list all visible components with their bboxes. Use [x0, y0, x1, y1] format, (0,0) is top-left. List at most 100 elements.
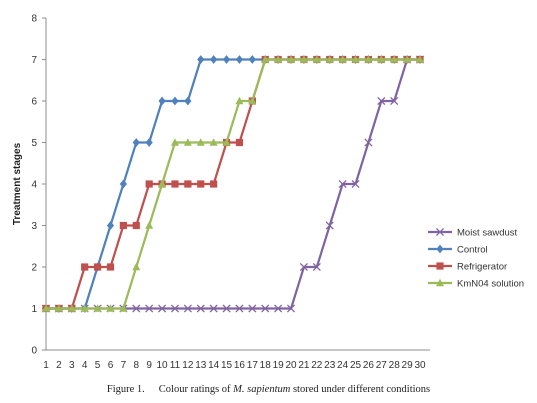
x-tick-label: 12 [182, 360, 194, 371]
data-point [222, 55, 231, 64]
data-point [248, 304, 257, 313]
x-tick-label: 26 [363, 360, 375, 371]
data-point [338, 55, 347, 63]
x-tick-label: 16 [234, 360, 246, 371]
data-point [145, 304, 154, 313]
data-point [377, 96, 386, 106]
data-point [377, 55, 386, 63]
x-tick-label: 30 [414, 360, 426, 371]
series-line [46, 58, 420, 310]
data-point [209, 304, 218, 313]
data-point [235, 55, 244, 64]
data-point [351, 55, 360, 63]
data-point [261, 304, 270, 313]
data-point [416, 55, 424, 63]
data-point [158, 304, 167, 313]
data-point [312, 55, 321, 63]
x-tick-label: 5 [95, 360, 101, 371]
series-line [46, 58, 420, 310]
data-point [145, 221, 154, 229]
legend-label: Moist sawdust [457, 228, 518, 239]
data-point [93, 304, 102, 312]
legend-entry: KmN04 solution [428, 279, 524, 290]
data-point [390, 96, 399, 106]
caption-text-after: stored under different conditions [290, 384, 431, 395]
data-point [286, 304, 296, 313]
data-point [158, 179, 167, 188]
data-point [235, 96, 244, 105]
series-line [46, 58, 420, 310]
x-tick-label: 17 [247, 360, 259, 371]
caption-text-before: Colour ratings of [158, 384, 234, 395]
legend-label: Refrigerator [457, 262, 507, 273]
data-point [274, 304, 283, 313]
y-tick-label: 4 [31, 180, 37, 191]
series-refrigerator [42, 55, 424, 313]
data-point [119, 179, 127, 189]
data-point [145, 138, 153, 147]
x-tick-label: 6 [108, 360, 114, 371]
data-point [261, 55, 270, 63]
chart-legend: Moist sawdust Control Refrigerator KmN04 so… [428, 228, 524, 290]
x-tick-label: 22 [311, 360, 323, 371]
data-point [132, 304, 141, 313]
x-tick-label: 4 [82, 360, 88, 371]
series-moist-sawdust [41, 55, 425, 313]
data-point [209, 138, 218, 146]
legend-entry: Moist sawdust [428, 228, 518, 239]
x-tick-label: 13 [195, 360, 207, 371]
data-point [183, 304, 192, 313]
data-point [248, 55, 256, 64]
x-tick-label: 8 [133, 360, 139, 371]
y-tick-label: 1 [31, 304, 37, 315]
data-point [325, 221, 334, 230]
data-point [54, 304, 63, 312]
data-point [222, 138, 231, 146]
y-tick-label: 6 [31, 97, 37, 108]
legend-entry: Control [428, 245, 488, 256]
figure-label: Figure 1. [106, 384, 145, 395]
x-tick-label: 24 [337, 360, 349, 371]
data-point [210, 180, 218, 188]
data-point [312, 262, 321, 272]
x-tick-label: 14 [208, 360, 220, 371]
y-tick-label: 5 [31, 138, 37, 149]
x-tick-label: 7 [121, 360, 127, 371]
data-point [171, 96, 179, 106]
data-point [42, 304, 50, 312]
data-point [248, 96, 257, 105]
data-point [183, 138, 192, 146]
x-tick-label: 18 [260, 360, 272, 371]
data-point [364, 55, 373, 63]
data-point [170, 138, 179, 146]
x-tick-label: 27 [376, 360, 388, 371]
data-point [184, 180, 192, 188]
x-tick-label: 11 [170, 360, 181, 371]
legend-label: Control [457, 245, 488, 256]
data-point [338, 179, 347, 189]
data-point [93, 263, 102, 271]
series-control [42, 55, 424, 313]
data-point [299, 262, 308, 272]
data-point [196, 138, 205, 146]
data-point [184, 96, 192, 106]
y-tick-label: 8 [31, 14, 37, 25]
y-axis-title: Treatment stages [12, 142, 23, 225]
x-tick-label: 1 [43, 360, 49, 371]
data-point [197, 55, 205, 64]
x-tick-label: 21 [298, 360, 310, 371]
data-point [132, 138, 140, 147]
x-tick-label: 23 [324, 360, 336, 371]
x-tick-label: 3 [69, 360, 75, 371]
data-point [132, 262, 141, 271]
data-point [158, 96, 166, 106]
legend-marker [436, 244, 444, 254]
x-tick-label: 2 [56, 360, 62, 371]
legend-label: KmN04 solution [457, 279, 524, 290]
x-tick-label: 29 [402, 360, 414, 371]
data-point [197, 180, 205, 188]
x-tick-label: 9 [146, 360, 152, 371]
data-point [106, 304, 115, 312]
data-point [274, 55, 283, 63]
